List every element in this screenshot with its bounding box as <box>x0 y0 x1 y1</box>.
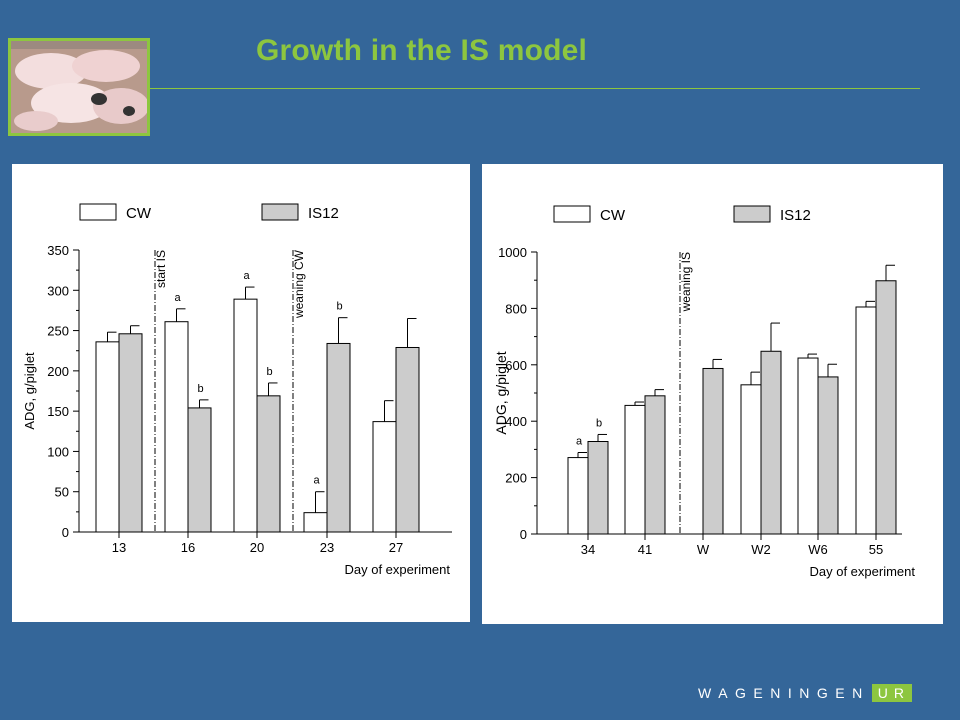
significance-letter: b <box>337 301 343 313</box>
annotation-label: weaning CW <box>292 249 306 319</box>
bar-cw-34 <box>567 457 589 535</box>
x-tick-label: 41 <box>638 542 652 557</box>
chart-left: CW IS12 0 50 100 150 200 250 300 350 ADG, g/piglet… <box>22 203 452 577</box>
x-tick-label: 34 <box>581 542 595 557</box>
legend-label-cw: CW <box>126 205 152 222</box>
significance-letter: b <box>596 417 602 429</box>
title-divider <box>150 88 920 89</box>
y-tick-label: 0 <box>62 525 69 540</box>
legend-label-cw: CW <box>600 207 626 224</box>
x-tick-label: 27 <box>389 540 403 555</box>
y-axis-label: ADG, g/piglet <box>22 352 37 430</box>
y-tick-label: 350 <box>47 243 69 258</box>
x-tick-label: 13 <box>112 540 126 555</box>
chart-panel-left: CW IS12 0 50 100 150 200 250 300 350 ADG, g/piglet… <box>12 164 470 622</box>
y-tick-label: 250 <box>47 324 69 339</box>
bar-cw-23 <box>303 512 328 533</box>
x-tick-label: 16 <box>181 540 195 555</box>
significance-letter: a <box>314 475 321 487</box>
bar-cw-55 <box>855 306 877 535</box>
y-tick-label: 0 <box>520 527 527 542</box>
y-tick-label: 200 <box>47 364 69 379</box>
y-tick-label: 300 <box>47 283 69 298</box>
legend-swatch-cw <box>79 203 117 221</box>
logo-suffix: UR <box>871 684 912 702</box>
y-tick-label: 400 <box>505 414 527 429</box>
significance-letter: b <box>198 383 204 395</box>
y-tick-label: 1000 <box>498 245 527 260</box>
bar-cw-16 <box>164 321 189 533</box>
slide-title: Growth in the IS model <box>256 34 588 67</box>
bar-cw-41 <box>624 404 646 535</box>
x-tick-label: 55 <box>869 542 883 557</box>
legend-label-is12: IS12 <box>308 205 339 222</box>
chart-right: CW IS12 0 200 400 600 800 1000 ADG, g/piglet 34 a b… <box>493 205 916 579</box>
y-tick-label: 100 <box>47 444 69 459</box>
annotation-label: weaning IS <box>679 252 693 312</box>
y-tick-label: 200 <box>505 471 527 486</box>
annotation-label: start IS <box>154 250 168 288</box>
y-tick-label: 150 <box>47 404 69 419</box>
bar-is12-16 <box>187 407 212 533</box>
legend-swatch-cw <box>553 205 591 223</box>
x-axis-label: Day of experiment <box>345 562 451 577</box>
bar-cw-w2 <box>740 384 762 535</box>
bar-cw-27 <box>372 421 397 533</box>
piglets-photo <box>8 38 150 136</box>
bar-is12-w6 <box>817 376 839 535</box>
bar-cw-w6 <box>797 357 819 535</box>
significance-letter: b <box>267 366 273 378</box>
chart-panel-right: CW IS12 0 200 400 600 800 1000 ADG, g/piglet 34 a b… <box>482 164 943 624</box>
y-tick-label: 50 <box>55 485 69 500</box>
bar-is12-55 <box>875 280 897 535</box>
bar-is12-13 <box>118 333 143 533</box>
bar-is12-41 <box>644 395 666 535</box>
x-tick-label: 20 <box>250 540 264 555</box>
logo-text: WAGENINGEN <box>698 685 870 701</box>
legend-swatch-is12 <box>261 203 299 221</box>
x-axis-label: Day of experiment <box>810 564 916 579</box>
legend-label-is12: IS12 <box>780 207 811 224</box>
y-tick-label: 600 <box>505 358 527 373</box>
x-tick-label: W6 <box>808 542 828 557</box>
x-tick-label: W2 <box>751 542 771 557</box>
piglets-image <box>11 41 147 133</box>
significance-letter: a <box>576 436 583 448</box>
significance-letter: a <box>244 270 251 282</box>
x-tick-label: W <box>697 542 710 557</box>
bar-cw-13 <box>95 341 120 533</box>
bar-is12-23 <box>326 342 351 533</box>
y-tick-label: 800 <box>505 301 527 316</box>
x-tick-label: 23 <box>320 540 334 555</box>
significance-letter: a <box>175 292 182 304</box>
bar-is12-20 <box>256 395 281 533</box>
y-axis-label: ADG, g/piglet <box>493 351 509 434</box>
bar-is12-27 <box>395 346 420 533</box>
bar-is12-w <box>702 367 724 535</box>
legend-swatch-is12 <box>733 205 771 223</box>
bar-cw-20 <box>233 298 258 533</box>
wageningen-ur-logo: WAGENINGEN UR <box>698 683 912 703</box>
bar-is12-w2 <box>760 350 782 535</box>
bar-is12-34 <box>587 441 609 535</box>
